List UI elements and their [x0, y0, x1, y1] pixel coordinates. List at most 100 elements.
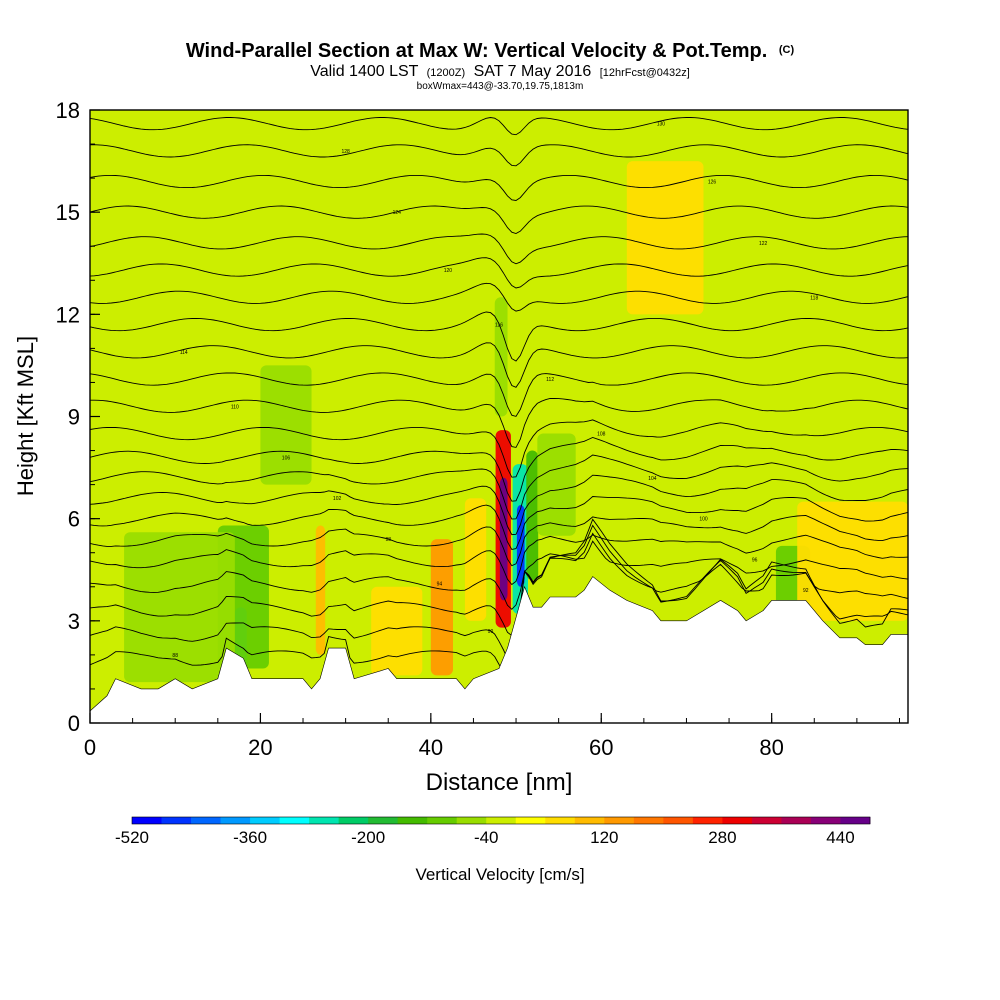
colorbar-swatch: [427, 817, 458, 824]
colorbar-swatch: [486, 817, 517, 824]
isentrope-line: [90, 342, 908, 388]
colorbar-swatch: [191, 817, 221, 824]
velocity-cell: [260, 365, 312, 485]
colorbar-swatch: [604, 817, 635, 824]
isentrope-label: 100: [699, 517, 708, 523]
colorbar-swatch: [574, 817, 605, 824]
isentrope-label: 128: [341, 149, 350, 155]
isentrope-line: [90, 144, 908, 167]
colorbar-frame: [131, 816, 871, 825]
colorbar-swatch: [161, 817, 192, 824]
isentrope-label: 122: [759, 241, 768, 247]
y-tick-label: 9: [68, 405, 80, 430]
y-tick-label: 18: [56, 98, 80, 123]
isentrope-line: [90, 474, 908, 536]
y-tick-label: 0: [68, 711, 80, 736]
y-tick-label: 6: [68, 507, 80, 532]
colorbar: -520 -360 -200 -40 120 280 440: [115, 816, 871, 847]
subtitle-forecast: [12hrFcst@0432z]: [600, 67, 690, 79]
velocity-cell: [797, 501, 908, 621]
velocity-cell: [430, 539, 453, 676]
colorbar-swatch: [840, 817, 871, 824]
colorbar-swatch: [456, 817, 487, 824]
isentrope-line: [90, 534, 908, 586]
velocity-cell: [537, 433, 576, 536]
colorbar-swatch: [220, 817, 251, 824]
subtitle-date: SAT 7 May 2016: [474, 63, 592, 80]
colorbar-swatch: [338, 817, 369, 824]
colorbar-swatch: [515, 817, 546, 824]
isentrope-label: 124: [393, 210, 402, 216]
isentrope-label: 120: [444, 268, 453, 274]
terrain-mask: [90, 576, 908, 723]
colorbar-swatch: [397, 817, 428, 824]
isentrope-line: [90, 372, 908, 417]
colorbar-swatch: [250, 817, 280, 824]
isentrope-line: [90, 496, 908, 551]
isentrope-label: 98: [385, 537, 391, 543]
isentrope-label: 106: [282, 455, 291, 461]
colorbar-swatch: [722, 817, 753, 824]
x-axis: 0 20 40 60 80: [84, 713, 900, 760]
isentrope-label: 114: [180, 350, 188, 356]
x-tick-label: 20: [248, 735, 272, 760]
isentrope-label: 90: [488, 629, 494, 635]
colorbar-swatch: [781, 817, 812, 824]
chart-title: Wind-Parallel Section at Max W: Vertical…: [186, 40, 795, 62]
velocity-cell: [516, 505, 525, 587]
colorbar-label: Vertical Velocity [cm/s]: [415, 865, 584, 884]
colorbar-tick-label: 440: [826, 828, 854, 847]
y-tick-label: 12: [56, 302, 80, 327]
colorbar-tick-label: -200: [351, 828, 385, 847]
isentrope-line: [90, 205, 908, 234]
y-axis: 0 3 6 9 12 15 18: [56, 98, 100, 736]
isentrope-label: 96: [752, 558, 758, 564]
velocity-cell: [124, 532, 235, 683]
plot-area: 88 90 92 94 96 98 100 102 104 106 108 110 112 114 116 1…: [90, 110, 908, 723]
chart-subtitle: Valid 1400 LST (1200Z) SAT 7 May 2016 [1…: [310, 63, 690, 80]
isentrope-line: [90, 257, 908, 289]
colorbar-swatch: [368, 817, 399, 824]
isentrope-label: 94: [437, 581, 443, 587]
colorbar-tick-label: 280: [708, 828, 736, 847]
y-tick-label: 15: [56, 200, 80, 225]
colorbar-swatch: [545, 817, 576, 824]
colorbar-swatch: [132, 817, 162, 824]
velocity-cell: [626, 161, 704, 315]
isentrope-line: [90, 311, 908, 362]
colorbar-swatch: [309, 817, 340, 824]
isentrope-line: [90, 515, 908, 567]
colorbar-tick-label: 120: [590, 828, 618, 847]
chart-title-text: Wind-Parallel Section at Max W: Vertical…: [186, 40, 767, 62]
isentrope-label: 92: [803, 588, 809, 594]
isentrope-line: [90, 397, 908, 448]
isentrope-line: [90, 524, 908, 659]
y-tick-label: 3: [68, 609, 80, 634]
isentrope-line: [90, 282, 908, 312]
isentrope-line: [90, 419, 908, 478]
x-axis-label: Distance [nm]: [426, 769, 573, 796]
isentrope-label: 104: [648, 476, 657, 482]
x-tick-label: 0: [84, 735, 96, 760]
y-axis-label: Height [Kft MSL]: [13, 336, 38, 496]
x-tick-label: 60: [589, 735, 613, 760]
isentrope-label: 116: [495, 323, 503, 329]
subtitle-valid: Valid 1400 LST: [310, 63, 418, 80]
copyright-mark: (C): [779, 44, 795, 56]
isentrope-label: 102: [333, 496, 342, 502]
x-tick-label: 80: [759, 735, 783, 760]
isentrope-line: [90, 437, 908, 502]
isentrope-line: [90, 540, 908, 610]
box-info: boxWmax=443@-33.70,19.75,1813m: [417, 81, 584, 92]
isentrope-label: 118: [810, 295, 818, 301]
colorbar-swatch: [692, 817, 723, 824]
velocity-cell: [464, 498, 487, 621]
isentrope-line: [90, 518, 908, 672]
isentrope-label: 108: [597, 432, 606, 438]
colorbar-tick-label: -40: [474, 828, 499, 847]
isentrope-line: [90, 174, 908, 201]
x-tick-label: 40: [419, 735, 443, 760]
colorbar-swatch: [810, 817, 841, 824]
isentrope-label: 88: [172, 653, 178, 659]
